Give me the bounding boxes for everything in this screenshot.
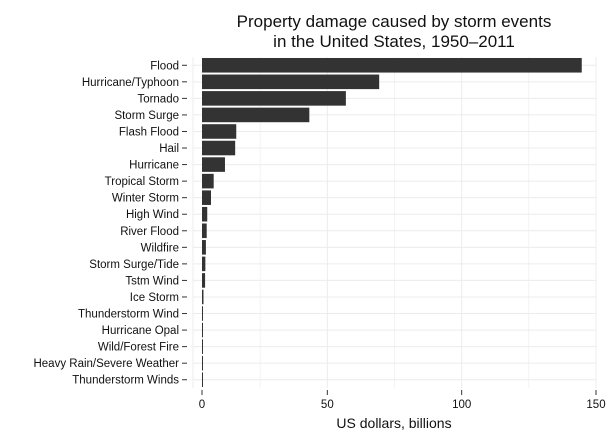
bar-thunderstorm-wind [202, 306, 203, 321]
bar-hurricane-opal [202, 322, 203, 338]
category-label: Flood [150, 60, 179, 72]
bar-layer [202, 57, 582, 388]
category-label: Hail [159, 143, 179, 155]
bar-storm-surge [202, 107, 310, 123]
bar-storm-surge-tide [202, 256, 206, 272]
x-tick-label: 100 [452, 399, 471, 411]
category-label: Flash Flood [119, 126, 179, 138]
bar-wild-forest-fire [202, 339, 203, 354]
category-label: Hurricane/Typhoon [82, 77, 179, 89]
x-tick-label: 50 [321, 399, 334, 411]
category-label: Thunderstorm Winds [72, 375, 179, 387]
bar-heavy-rain-severe-weather [202, 355, 203, 371]
chart-title: Property damage caused by storm events [237, 12, 552, 31]
x-axis-ticks: 0 50 100 150 [199, 390, 606, 411]
bar-tstm-wind [202, 273, 206, 288]
category-label: Tstm Wind [125, 275, 179, 287]
category-label: Wildfire [141, 242, 179, 254]
bar-river-flood [202, 223, 207, 239]
x-tick-label: 0 [199, 399, 205, 411]
category-label: Ice Storm [130, 292, 179, 304]
bar-winter-storm [202, 190, 212, 205]
category-label: Tornado [137, 93, 179, 105]
x-axis-title: US dollars, billions [336, 415, 451, 431]
category-label: River Flood [120, 226, 179, 238]
bar-high-wind [202, 206, 208, 222]
bar-flood [202, 57, 582, 73]
category-label: Storm Surge/Tide [89, 259, 179, 271]
category-label: Thunderstorm Wind [78, 309, 179, 321]
category-label: Storm Surge [114, 110, 179, 122]
bar-hail [202, 140, 236, 156]
x-tick-label: 150 [586, 399, 605, 411]
category-label: Heavy Rain/Severe Weather [33, 358, 179, 370]
bar-ice-storm [202, 289, 204, 305]
category-label: Hurricane [129, 160, 179, 172]
bar-hurricane-typhoon [202, 74, 380, 90]
category-label: Hurricane Opal [102, 325, 179, 337]
category-label: Tropical Storm [105, 176, 179, 188]
chart-subtitle: in the United States, 1950–2011 [273, 32, 515, 51]
bar-tropical-storm [202, 173, 214, 189]
bar-tornado [202, 91, 346, 106]
bar-thunderstorm-winds [202, 372, 203, 388]
category-labels: Flood Hurricane/Typhoon Tornado Storm Surge… [33, 60, 187, 387]
bar-flash-flood [202, 124, 237, 139]
category-label: High Wind [126, 209, 179, 221]
bar-wildfire [202, 240, 206, 255]
category-label: Wild/Forest Fire [98, 342, 179, 354]
category-label: Winter Storm [112, 193, 179, 205]
bar-hurricane [202, 157, 225, 172]
